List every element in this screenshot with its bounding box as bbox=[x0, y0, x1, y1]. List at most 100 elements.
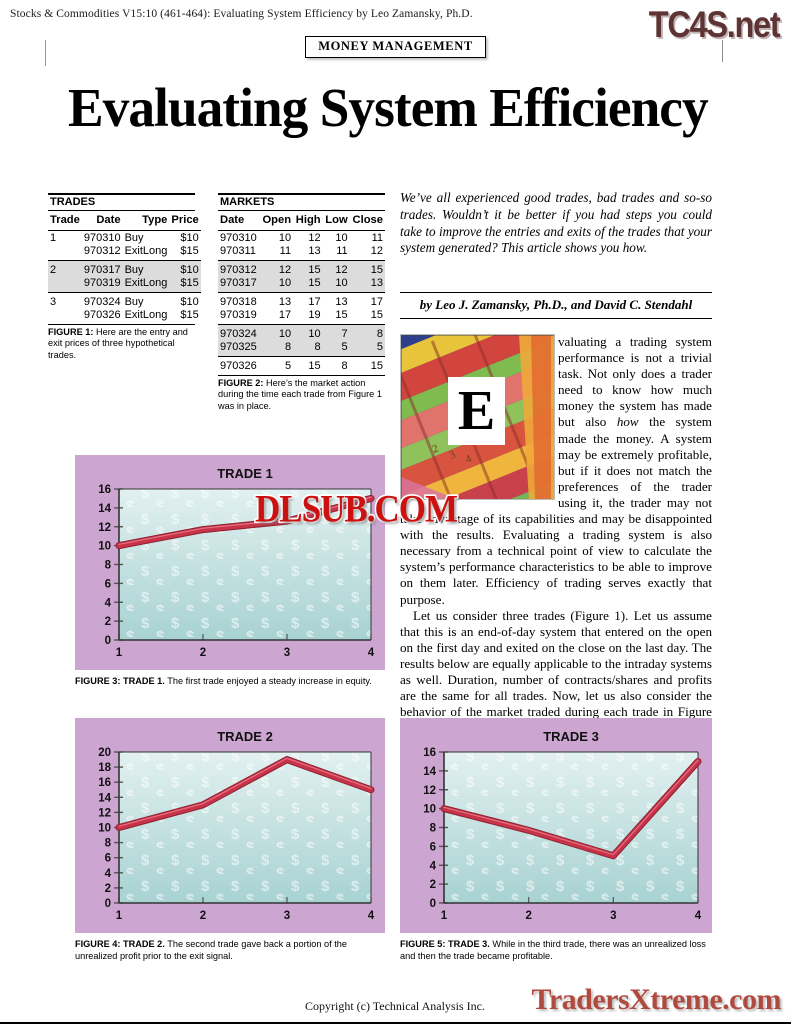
svg-text:2: 2 bbox=[431, 443, 441, 456]
y-axis-tick-label: 4 bbox=[430, 860, 437, 872]
y-axis-tick-label: 0 bbox=[105, 898, 111, 910]
y-axis-tick-label: 10 bbox=[98, 823, 111, 835]
article-byline: by Leo J. Zamansky, Ph.D., and David C. … bbox=[419, 297, 693, 312]
col-date: Date bbox=[81, 211, 123, 231]
figure1-label: FIGURE 1: bbox=[48, 326, 94, 337]
cell-open: 5 bbox=[284, 359, 292, 372]
y-axis-tick-label: 16 bbox=[98, 777, 111, 789]
trades-table-block: TRADES Trade Date Type Price 1 970310 Buy $… bbox=[48, 193, 201, 362]
table-row: 970312 12 15 12 15 bbox=[218, 260, 385, 276]
cell-open: 8 bbox=[259, 340, 294, 357]
cell-close: 13 bbox=[349, 276, 385, 293]
chart-title: TRADE 1 bbox=[217, 466, 273, 481]
x-axis-tick-label: 2 bbox=[525, 910, 531, 922]
table-row: 970317 10 15 10 13 bbox=[218, 276, 385, 293]
cell-trade: 3 bbox=[50, 295, 57, 308]
trades-table-body: 1 970310 Buy $10 970312 ExitLong $15 2 970317 Buy… bbox=[48, 231, 201, 324]
figure3-label: FIGURE 3: TRADE 1. bbox=[75, 676, 165, 686]
cell-type: ExitLong bbox=[122, 276, 170, 293]
page-title: Evaluating System Efficiency bbox=[68, 77, 709, 138]
cell-date: 970326 bbox=[220, 359, 257, 372]
x-axis-tick-label: 1 bbox=[441, 910, 448, 922]
figure4-label: FIGURE 4: TRADE 2. bbox=[75, 939, 165, 949]
figure2-caption: FIGURE 2: Here’s the market action durin… bbox=[218, 374, 385, 413]
x-axis-tick-label: 4 bbox=[368, 910, 375, 922]
chart-title: TRADE 3 bbox=[543, 729, 599, 744]
svg-text:4: 4 bbox=[464, 452, 474, 465]
cell-type: Buy bbox=[122, 260, 170, 276]
col-high: High bbox=[293, 211, 323, 231]
kicker-wrapper: MONEY MANAGEMENT bbox=[0, 36, 791, 58]
y-axis-tick-label: 12 bbox=[423, 785, 436, 797]
y-axis-tick-label: 20 bbox=[98, 747, 111, 759]
body-paragraph-1: valuating a trading system performance i… bbox=[400, 334, 712, 608]
article-deck: We’ve all experienced good trades, bad t… bbox=[400, 190, 712, 256]
col-low: Low bbox=[322, 211, 350, 231]
figure1-caption: FIGURE 1: Here are the entry and exit pr… bbox=[48, 323, 195, 362]
x-axis-tick-label: 3 bbox=[610, 910, 616, 922]
table-row: 970318 13 17 13 17 bbox=[218, 292, 385, 308]
cell-high: 8 bbox=[293, 340, 323, 357]
cell-high: 15 bbox=[293, 260, 323, 276]
cell-date: 970324 bbox=[83, 295, 121, 308]
markets-table-body: 970310 10 12 10 11 970311 11 13 11 12 970312 12 15 12… bbox=[218, 231, 385, 375]
y-axis-tick-label: 6 bbox=[430, 841, 436, 853]
table-row: 1 970310 Buy $10 bbox=[48, 231, 201, 245]
col-open: Open bbox=[259, 211, 294, 231]
table-row: 970326 5 15 8 15 bbox=[218, 356, 385, 375]
byline-rule-bottom bbox=[400, 318, 712, 319]
y-axis-tick-label: 0 bbox=[430, 898, 436, 910]
cell-open: 17 bbox=[259, 308, 294, 325]
y-axis-tick-label: 10 bbox=[423, 804, 436, 816]
copyright-notice: Copyright (c) Technical Analysis Inc. bbox=[305, 999, 485, 1013]
y-axis-tick-label: 14 bbox=[98, 792, 111, 804]
watermark-dlsub: DLSUB.COM bbox=[254, 485, 460, 532]
table-header-row: Trade Date Type Price bbox=[48, 211, 201, 231]
cell-high: 13 bbox=[293, 244, 323, 261]
col-trade: Trade bbox=[48, 211, 82, 231]
table-row: 970319 ExitLong $15 bbox=[48, 276, 201, 293]
figure1-text: Here are the entry and exit prices of th… bbox=[48, 326, 188, 360]
cell-low: 12 bbox=[322, 260, 350, 276]
y-axis-tick-label: 4 bbox=[105, 868, 112, 880]
markets-table-block: MARKETS Date Open High Low Close 970310 1… bbox=[218, 193, 385, 412]
cell-low: 11 bbox=[322, 244, 350, 261]
page-bottom-rule bbox=[0, 1022, 791, 1024]
article-body: valuating a trading system performance i… bbox=[400, 334, 712, 735]
x-axis-tick-label: 4 bbox=[368, 647, 375, 659]
cell-date: 970324 bbox=[218, 324, 260, 340]
svg-text:3: 3 bbox=[448, 448, 458, 461]
y-axis-tick-label: 14 bbox=[423, 766, 436, 778]
cell-close: 15 bbox=[370, 359, 383, 372]
cell-open: 10 bbox=[278, 231, 292, 244]
cell-open: 10 bbox=[259, 276, 294, 293]
x-axis-tick-label: 4 bbox=[695, 910, 702, 922]
body-p1-emphasis: how bbox=[616, 414, 639, 430]
figure4-text: The second trade gave back a portion of … bbox=[75, 939, 348, 961]
y-axis-tick-label: 8 bbox=[430, 823, 437, 835]
cell-date: 970317 bbox=[218, 276, 260, 293]
section-kicker: MONEY MANAGEMENT bbox=[305, 36, 486, 58]
x-axis-tick-label: 1 bbox=[116, 647, 123, 659]
cell-date: 970319 bbox=[218, 308, 260, 325]
body-p1-b: the system made the money. A system may … bbox=[400, 414, 712, 607]
cell-price: $10 bbox=[169, 260, 201, 276]
cell-high: 12 bbox=[308, 231, 321, 244]
table-row: 2 970317 Buy $10 bbox=[48, 260, 201, 276]
figure3-caption: FIGURE 3: TRADE 1. The first trade enjoy… bbox=[75, 676, 387, 688]
drop-cap: E bbox=[448, 377, 505, 445]
y-axis-tick-label: 4 bbox=[105, 597, 112, 609]
body-p1-a: valuating a trading system performance i… bbox=[558, 334, 712, 430]
cell-price: $15 bbox=[169, 244, 201, 261]
cell-trade bbox=[48, 244, 82, 261]
y-axis-tick-label: 0 bbox=[105, 635, 111, 647]
y-axis-tick-label: 2 bbox=[430, 879, 436, 891]
y-axis-tick-label: 12 bbox=[98, 522, 111, 534]
cell-type: ExitLong bbox=[124, 308, 168, 321]
table-row: 970326 ExitLong $15 bbox=[48, 308, 201, 324]
